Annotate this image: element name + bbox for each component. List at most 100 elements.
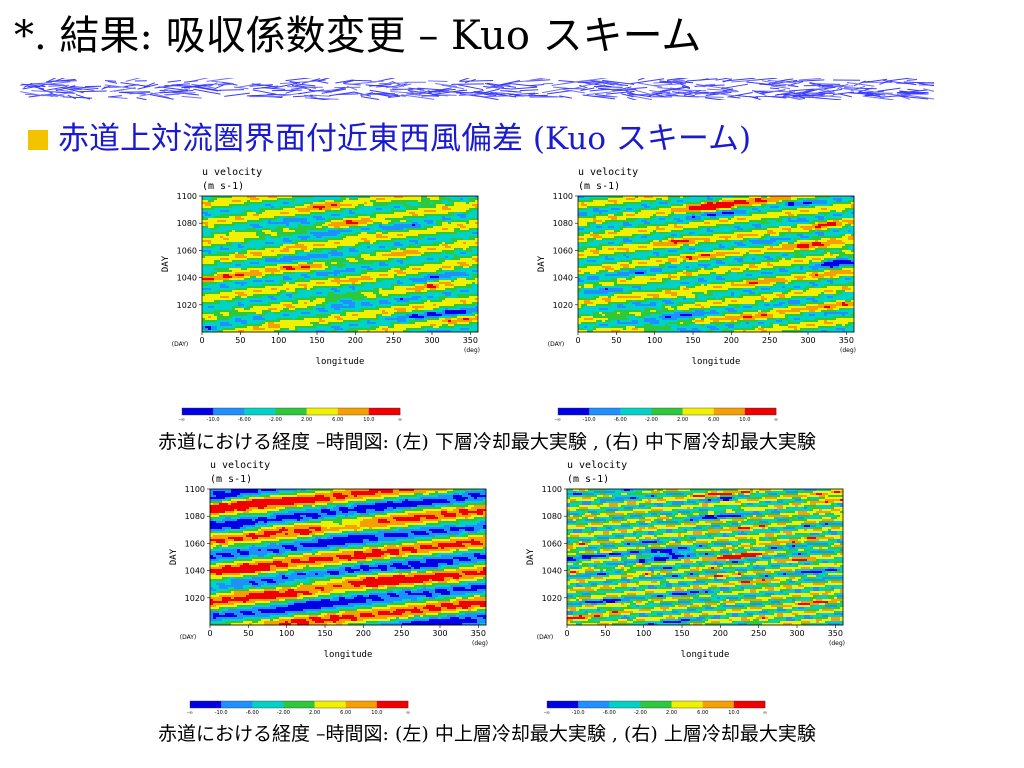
heatmap-cell xyxy=(355,278,359,281)
heatmap-cell xyxy=(409,302,413,305)
heatmap-cell xyxy=(385,250,389,253)
heatmap-cell xyxy=(475,276,479,279)
heatmap-cell xyxy=(412,248,416,251)
heatmap-cell xyxy=(277,252,281,255)
heatmap-cell xyxy=(256,232,260,235)
heatmap-cell xyxy=(397,236,401,239)
heatmap-cell xyxy=(223,230,227,233)
heatmap-cell xyxy=(265,202,269,205)
heatmap-cell xyxy=(412,242,416,245)
heatmap-cell xyxy=(373,282,377,285)
heatmap-cell xyxy=(358,218,362,221)
heatmap-cell xyxy=(211,296,215,299)
heatmap-cell xyxy=(442,196,446,199)
heatmap-cell xyxy=(229,264,233,267)
heatmap-cell xyxy=(280,250,284,253)
heatmap-cell xyxy=(247,236,251,239)
heatmap-cell xyxy=(466,238,470,241)
heatmap-cell xyxy=(370,206,374,209)
heatmap-cell xyxy=(289,280,293,283)
heatmap-cell xyxy=(454,252,458,255)
heatmap-cell xyxy=(298,282,302,285)
heatmap-cell xyxy=(388,196,392,199)
heatmap-cell xyxy=(424,242,428,245)
heatmap-cell xyxy=(280,214,284,217)
heatmap-cell xyxy=(334,198,338,201)
heatmap-cell xyxy=(340,234,344,237)
heatmap-cell xyxy=(295,198,299,201)
heatmap-cell xyxy=(349,276,353,279)
heatmap-cell xyxy=(370,278,374,281)
heatmap-cell xyxy=(379,278,383,281)
heatmap-cell xyxy=(265,226,269,229)
heatmap-cell xyxy=(346,244,350,247)
heatmap-cell xyxy=(340,262,344,265)
heatmap-cell xyxy=(226,198,230,201)
heatmap-cell xyxy=(355,238,359,241)
heatmap-cell xyxy=(469,242,473,245)
heatmap-cell xyxy=(208,198,212,201)
heatmap-cell xyxy=(238,200,242,203)
heatmap-cell xyxy=(241,304,245,307)
heatmap-cell xyxy=(214,284,218,287)
heatmap-cell xyxy=(373,196,377,199)
heatmap-cell xyxy=(439,276,443,279)
heatmap-cell xyxy=(454,226,458,229)
heatmap-cell xyxy=(394,244,398,247)
heatmap-cell xyxy=(346,210,350,213)
heatmap-cell xyxy=(436,228,440,231)
heatmap-cell xyxy=(454,248,458,251)
heatmap-cell xyxy=(217,238,221,241)
heatmap-cell xyxy=(370,264,374,267)
heatmap-cell xyxy=(397,224,401,227)
heatmap-cell xyxy=(262,252,266,255)
heatmap-cell xyxy=(241,200,245,203)
heatmap-cell xyxy=(376,220,380,223)
heatmap-cell xyxy=(277,258,281,261)
heatmap-cell xyxy=(202,260,206,263)
heatmap-cell xyxy=(439,280,443,283)
heatmap-cell xyxy=(415,218,419,221)
heatmap-cell xyxy=(229,274,233,277)
heatmap-cell xyxy=(280,248,284,251)
heatmap-cell xyxy=(466,258,470,261)
heatmap-cell xyxy=(379,294,383,297)
heatmap-cell xyxy=(385,264,389,267)
heatmap-cell xyxy=(409,242,413,245)
heatmap-cell xyxy=(301,284,305,287)
heatmap-cell xyxy=(397,264,401,267)
heatmap-cell xyxy=(247,248,251,251)
heatmap-cell xyxy=(262,218,266,221)
heatmap-cell xyxy=(262,298,266,301)
heatmap-cell xyxy=(268,238,272,241)
heatmap-cell xyxy=(331,220,335,223)
heatmap-cell xyxy=(253,226,257,229)
heatmap-cell xyxy=(346,266,350,269)
heatmap-cell xyxy=(430,208,434,211)
heatmap-cell xyxy=(322,300,326,303)
heatmap-cell xyxy=(346,264,350,267)
heatmap-cell xyxy=(352,274,356,277)
heatmap-cell xyxy=(286,220,290,223)
heatmap-cell xyxy=(394,264,398,267)
heatmap-cell xyxy=(259,300,263,303)
heatmap-cell xyxy=(307,212,311,215)
heatmap-cell xyxy=(358,198,362,201)
heatmap-cell xyxy=(445,212,449,215)
heatmap-cell xyxy=(331,240,335,243)
heatmap-cell xyxy=(442,236,446,239)
heatmap-cell xyxy=(451,260,455,263)
heatmap-cell xyxy=(394,238,398,241)
heatmap-cell xyxy=(412,280,416,283)
heatmap-cell xyxy=(232,236,236,239)
heatmap-cell xyxy=(247,210,251,213)
heatmap-cell xyxy=(292,250,296,253)
heatmap-cell xyxy=(427,268,431,271)
heatmap-cell xyxy=(214,292,218,295)
heatmap-cell xyxy=(271,202,275,205)
heatmap-cell xyxy=(418,270,422,273)
heatmap-cell xyxy=(238,304,242,307)
heatmap-cell xyxy=(283,288,287,291)
heatmap-cell xyxy=(295,268,299,271)
heatmap-cell xyxy=(439,274,443,277)
